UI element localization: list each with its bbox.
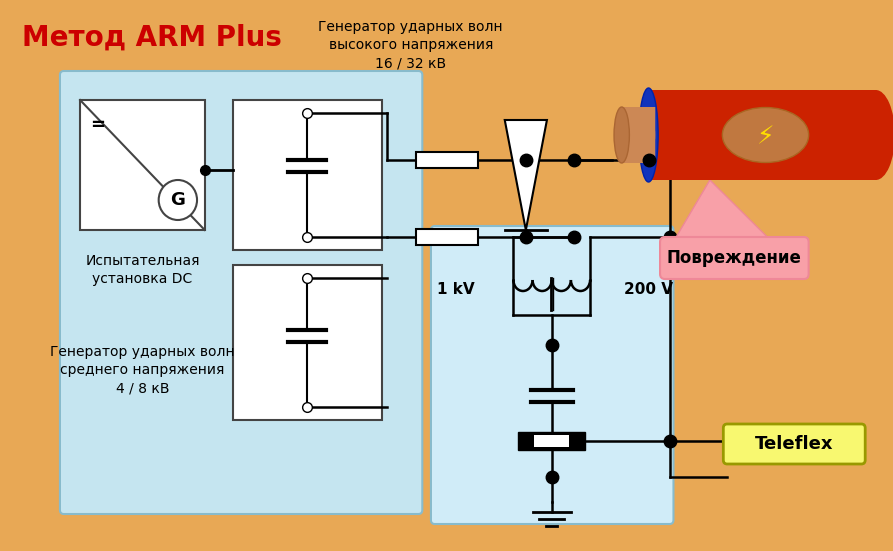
FancyBboxPatch shape [660, 237, 809, 279]
Text: Повреждение: Повреждение [666, 249, 801, 267]
Ellipse shape [614, 107, 630, 163]
Ellipse shape [722, 107, 809, 163]
FancyBboxPatch shape [723, 424, 865, 464]
Text: =: = [90, 116, 104, 134]
FancyBboxPatch shape [80, 100, 204, 230]
Circle shape [159, 180, 197, 220]
FancyBboxPatch shape [431, 226, 673, 524]
FancyBboxPatch shape [518, 432, 585, 450]
FancyBboxPatch shape [622, 107, 655, 163]
Text: Метод ARM Plus: Метод ARM Plus [22, 24, 282, 52]
Polygon shape [505, 120, 547, 230]
Text: G: G [171, 191, 185, 209]
Text: Испытательная
установка DC: Испытательная установка DC [85, 254, 200, 286]
Ellipse shape [642, 117, 655, 153]
Text: Генератор ударных волн
высокого напряжения
16 / 32 кВ: Генератор ударных волн высокого напряжен… [319, 20, 503, 71]
FancyBboxPatch shape [415, 152, 478, 168]
Text: Генератор ударных волн
среднего напряжения
4 / 8 кВ: Генератор ударных волн среднего напряжен… [50, 344, 235, 396]
FancyBboxPatch shape [233, 100, 382, 250]
Polygon shape [674, 180, 771, 240]
FancyBboxPatch shape [233, 265, 382, 420]
Text: Teleflex: Teleflex [755, 435, 833, 453]
FancyBboxPatch shape [415, 229, 478, 245]
Ellipse shape [639, 88, 658, 182]
Text: ⚡: ⚡ [756, 125, 774, 149]
FancyBboxPatch shape [60, 71, 422, 514]
Text: 1 kV: 1 kV [437, 283, 475, 298]
FancyBboxPatch shape [535, 435, 569, 447]
Ellipse shape [856, 90, 893, 180]
FancyBboxPatch shape [650, 90, 876, 180]
Text: 200 V: 200 V [624, 283, 673, 298]
